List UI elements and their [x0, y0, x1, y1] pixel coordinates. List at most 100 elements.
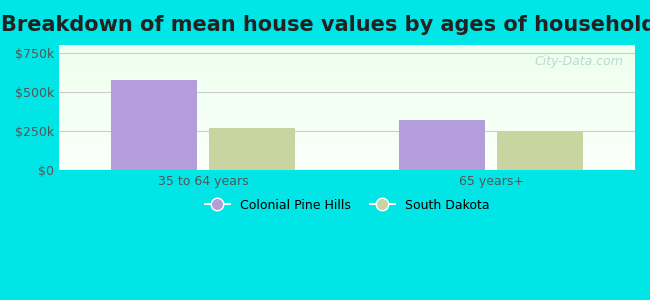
Bar [59, 71, 635, 73]
Bar [59, 101, 635, 103]
Bar [59, 79, 635, 80]
Bar [59, 129, 635, 130]
Bar [59, 125, 635, 126]
Bar [209, 128, 295, 170]
Bar [59, 85, 635, 86]
Bar [59, 165, 635, 166]
Bar [59, 60, 635, 61]
Bar [59, 55, 635, 56]
Bar [59, 65, 635, 66]
Bar [59, 110, 635, 111]
Bar [59, 124, 635, 125]
Bar [59, 141, 635, 143]
Bar [59, 90, 635, 91]
Bar [59, 134, 635, 135]
Bar [59, 140, 635, 141]
Bar [59, 158, 635, 159]
Bar [59, 73, 635, 74]
Bar [59, 112, 635, 114]
Title: Breakdown of mean house values by ages of householders: Breakdown of mean house values by ages o… [1, 15, 650, 35]
Bar [59, 159, 635, 160]
Bar [59, 153, 635, 154]
Bar [59, 70, 635, 71]
Bar [59, 66, 635, 68]
Bar [59, 116, 635, 118]
Bar [59, 61, 635, 62]
Bar [59, 149, 635, 150]
Bar [59, 75, 635, 76]
Bar [59, 51, 635, 52]
Bar [59, 109, 635, 110]
Bar [59, 99, 635, 100]
Bar [59, 148, 635, 149]
Bar [59, 108, 635, 109]
Bar [59, 56, 635, 57]
Bar [59, 152, 635, 153]
Bar [59, 95, 635, 96]
Bar [59, 49, 635, 50]
Bar [59, 64, 635, 65]
Bar [59, 169, 635, 170]
Bar [59, 167, 635, 168]
Bar [59, 103, 635, 104]
Bar [59, 104, 635, 105]
Bar [59, 111, 635, 112]
Bar [59, 105, 635, 106]
Bar [59, 89, 635, 90]
Bar [59, 68, 635, 69]
Bar [59, 74, 635, 75]
Bar [59, 145, 635, 146]
Bar [59, 82, 635, 84]
Bar [59, 144, 635, 145]
Bar [59, 120, 635, 121]
Bar [59, 146, 635, 148]
Bar [59, 160, 635, 161]
Bar [59, 130, 635, 131]
Bar [59, 139, 635, 140]
Bar [59, 163, 635, 164]
Text: City-Data.com: City-Data.com [534, 55, 623, 68]
Bar [111, 80, 198, 170]
Bar [59, 154, 635, 155]
Bar [59, 77, 635, 79]
Bar [59, 92, 635, 94]
Bar [59, 156, 635, 158]
Bar [59, 98, 635, 99]
Bar [59, 119, 635, 120]
Bar [399, 120, 486, 170]
Bar [59, 161, 635, 163]
Bar [59, 46, 635, 47]
Bar [59, 81, 635, 83]
Bar [59, 143, 635, 144]
Bar [59, 62, 635, 64]
Bar [59, 133, 635, 134]
Bar [59, 123, 635, 124]
Bar [59, 121, 635, 123]
Bar [59, 138, 635, 139]
Bar [59, 136, 635, 138]
Bar [59, 59, 635, 60]
Bar [59, 100, 635, 101]
Bar [59, 126, 635, 128]
Bar [59, 76, 635, 77]
Legend: Colonial Pine Hills, South Dakota: Colonial Pine Hills, South Dakota [200, 194, 494, 217]
Bar [59, 131, 635, 133]
Bar [59, 106, 635, 108]
Bar [59, 52, 635, 54]
Bar [59, 164, 635, 165]
Bar [59, 114, 635, 115]
Bar [59, 150, 635, 152]
Bar [59, 128, 635, 129]
Bar [59, 115, 635, 116]
Bar [59, 69, 635, 70]
Bar [59, 54, 635, 55]
Bar [59, 168, 635, 169]
Bar [59, 118, 635, 119]
Bar [59, 94, 635, 95]
Bar [59, 91, 635, 92]
Bar [59, 96, 635, 98]
Bar [59, 80, 635, 81]
Bar [59, 135, 635, 136]
Bar [59, 84, 635, 85]
Bar [59, 47, 635, 49]
